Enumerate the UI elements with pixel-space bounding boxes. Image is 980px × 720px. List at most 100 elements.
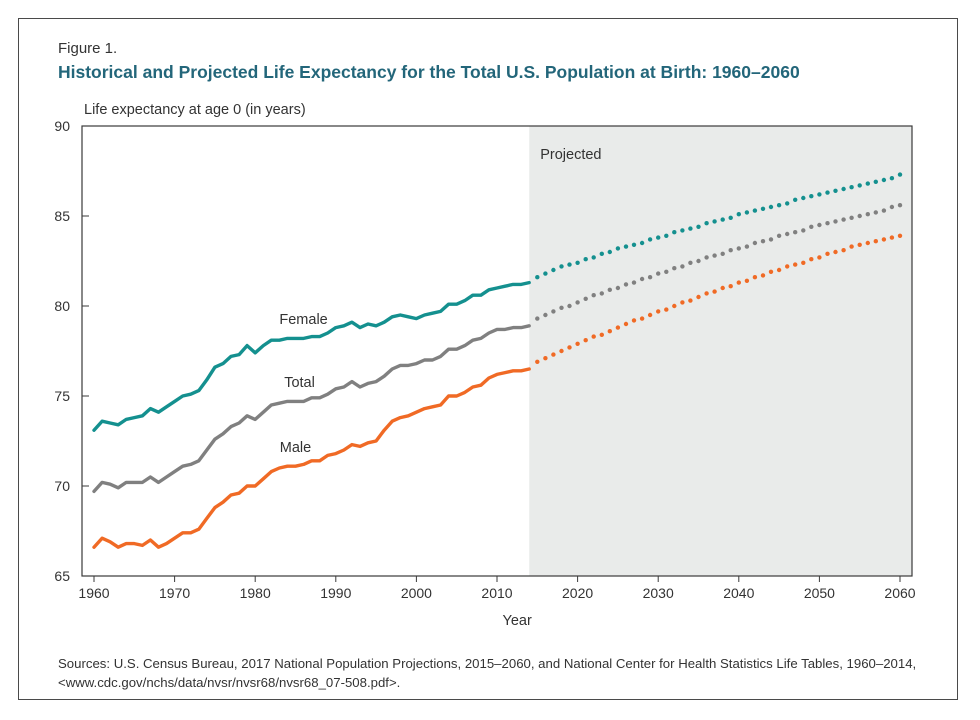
sources-note: Sources: U.S. Census Bureau, 2017 Nation… [58,656,917,690]
female-projected-point [623,244,629,249]
projected-label: Projected [540,147,601,163]
total-projected-point [647,275,653,280]
female-projected-point [688,226,693,231]
female-projected-point [849,185,854,190]
female-projected-point [728,215,733,220]
male-projected-point [897,233,903,238]
y-tick-label: 85 [54,208,70,224]
male-projected-point [615,325,621,330]
total-projected-point [873,210,878,215]
male-projected-point [591,334,596,339]
female-projected-point [567,262,572,267]
total-projected-point [583,296,588,301]
female-projected-point [801,195,806,201]
male-projected-point [672,303,677,309]
male-projected-point [599,332,604,337]
female-projected-point [680,228,685,233]
total-projected-point [664,269,669,274]
male-projected-point [760,273,766,278]
female-projected-point [639,240,645,246]
male-projected-point [849,244,854,249]
male-projected-point [559,348,564,354]
total-projected-point [841,217,846,222]
total-projected-point [897,203,903,208]
female-projected-point [559,264,564,269]
x-tick-label: 1980 [240,585,271,601]
total-projected-point [591,293,596,298]
male-projected-point [809,257,814,262]
female-projected-point [752,208,758,213]
female-projected-point [841,186,846,192]
total-projected-point [535,316,540,321]
x-tick-label: 1990 [320,585,351,601]
total-projected-point [817,222,822,228]
male-projected-point [688,298,693,303]
total-projected-point [551,309,556,314]
male-projected-point [680,300,685,305]
female-projected-point [736,212,741,217]
male-projected-point [873,239,878,244]
total-projected-point [849,215,854,220]
male-projected-point [736,280,741,285]
total-projected-point [768,237,774,242]
female-projected-point [825,190,830,195]
female-projected-point [599,251,604,256]
female-projected-point [575,260,580,265]
female-projected-point [873,179,878,184]
male-projected-point [583,338,588,343]
total-historical-line [92,324,531,494]
female-projected-point [809,194,814,199]
total-projected-point [688,260,693,265]
female-projected-point [768,204,774,210]
female-projected-point [760,206,766,211]
total-projected-point [575,300,580,305]
total-projected-point [639,276,645,282]
male-projected-point [841,248,846,253]
male-projected-point [889,235,895,240]
female-projected-point [535,275,540,280]
total-projected-point [623,282,629,287]
male-projected-point [825,251,830,256]
total-projected-point [680,264,685,269]
y-axis-title: Life expectancy at age 0 (in years) [84,102,306,118]
female-projected-point [615,246,621,251]
female-projected-point [857,183,862,188]
y-tick-label: 65 [54,568,70,584]
total-projected-point [607,287,612,292]
male-projected-point [785,264,790,269]
male-projected-point [704,291,709,296]
male-projected-point [647,312,653,318]
x-tick-label: 1960 [78,585,109,601]
female-projected-point [865,181,870,186]
total-projected-point [752,240,758,246]
total-projected-point [712,253,717,258]
total-projected-point [776,233,782,238]
female-projected-point [744,210,750,215]
female-projected-point [817,192,822,197]
total-projected-point [736,246,741,251]
total-projected-point [656,271,661,276]
total-projected-point [760,239,766,244]
male-projected-point [728,284,733,289]
female-projected-point [833,188,838,193]
male-historical-line [92,367,531,549]
female-projected-point [897,172,903,177]
female-projected-point [696,224,701,229]
male-projected-point [535,359,540,364]
female-projected-point [631,242,637,247]
female-projected-point [720,217,725,222]
male-projected-point [567,345,572,350]
total-projected-point [889,204,895,210]
total-projected-point [833,219,838,224]
total-projected-point [696,258,701,264]
total-projected-point [825,221,830,226]
male-projected-point [631,318,637,323]
axis-layer: 1960 1970 1980 1990 2000 2010 2020 2030 2040 2050… [54,118,915,601]
female-projected-point [672,230,677,235]
total-projected-point [543,312,548,318]
y-tick-label: 90 [54,118,70,134]
y-tick-label: 75 [54,388,70,404]
x-tick-label: 2050 [804,585,835,601]
x-tick-label: 2020 [562,585,593,601]
y-tick-label: 70 [54,478,70,494]
